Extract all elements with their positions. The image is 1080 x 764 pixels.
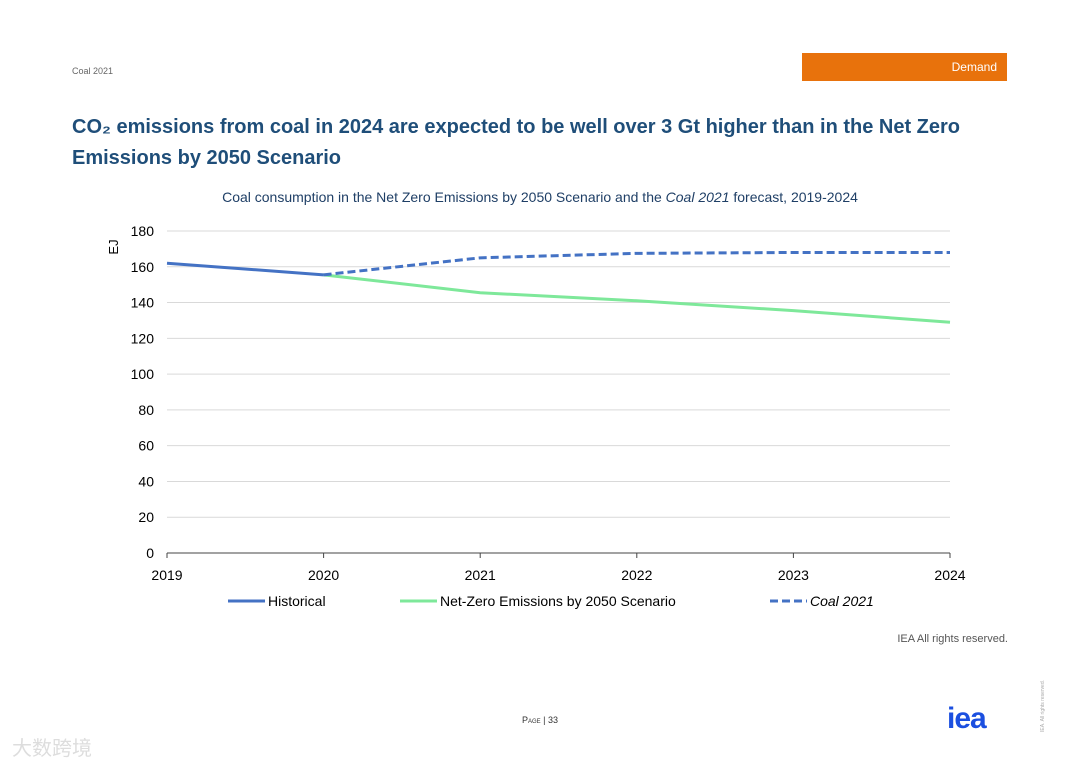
credit: IEA All rights reserved. xyxy=(897,633,1008,645)
y-axis-label: EJ xyxy=(106,239,121,254)
y-tick-label: 20 xyxy=(138,509,154,525)
iea-logo: iea xyxy=(947,702,987,735)
x-tick-label: 2022 xyxy=(621,567,652,583)
y-tick-label: 80 xyxy=(138,402,154,418)
section-tag: Demand xyxy=(802,53,1007,81)
y-tick-label: 160 xyxy=(131,259,155,275)
y-tick-label: 180 xyxy=(131,223,155,239)
y-tick-label: 40 xyxy=(138,473,154,489)
x-tick-label: 2021 xyxy=(465,567,496,583)
rights-vertical: IEA. All rights reserved. xyxy=(1040,680,1046,732)
y-tick-label: 60 xyxy=(138,438,154,454)
series-line-net-zero-emissions-by-2050-scenario xyxy=(323,273,951,324)
chart-title-part: forecast, 2019-2024 xyxy=(729,189,858,205)
legend-label: Historical xyxy=(268,593,326,609)
y-tick-label: 120 xyxy=(131,330,155,346)
y-tick-label: 140 xyxy=(131,295,155,311)
y-tick-label: 0 xyxy=(146,545,154,561)
chart-title: Coal consumption in the Net Zero Emissio… xyxy=(0,189,1080,205)
line-chart: 0 20 40 60 80 100 120 140 160 180 2019 2020 2021 2022… xyxy=(106,223,966,609)
legend-label: Coal 2021 xyxy=(810,593,874,609)
x-tick-label: 2024 xyxy=(934,567,965,583)
document-label: Coal 2021 xyxy=(72,66,114,76)
chart-title-part: Coal consumption in the Net Zero Emissio… xyxy=(222,189,666,205)
x-tick-label: 2020 xyxy=(308,567,339,583)
x-tick-label: 2019 xyxy=(151,567,182,583)
y-tick-label: 100 xyxy=(131,366,155,382)
series-line-coal-2021 xyxy=(323,250,950,277)
page-title: CO₂ emissions from coal in 2024 are expe… xyxy=(72,116,961,169)
watermark: 大数跨境 xyxy=(12,738,92,760)
series-line-historical xyxy=(166,261,324,277)
page-number: Page | 33 xyxy=(521,715,559,725)
chart-title-italic: Coal 2021 xyxy=(665,189,730,205)
legend-label: Net-Zero Emissions by 2050 Scenario xyxy=(440,593,676,609)
x-tick-label: 2023 xyxy=(778,567,809,583)
